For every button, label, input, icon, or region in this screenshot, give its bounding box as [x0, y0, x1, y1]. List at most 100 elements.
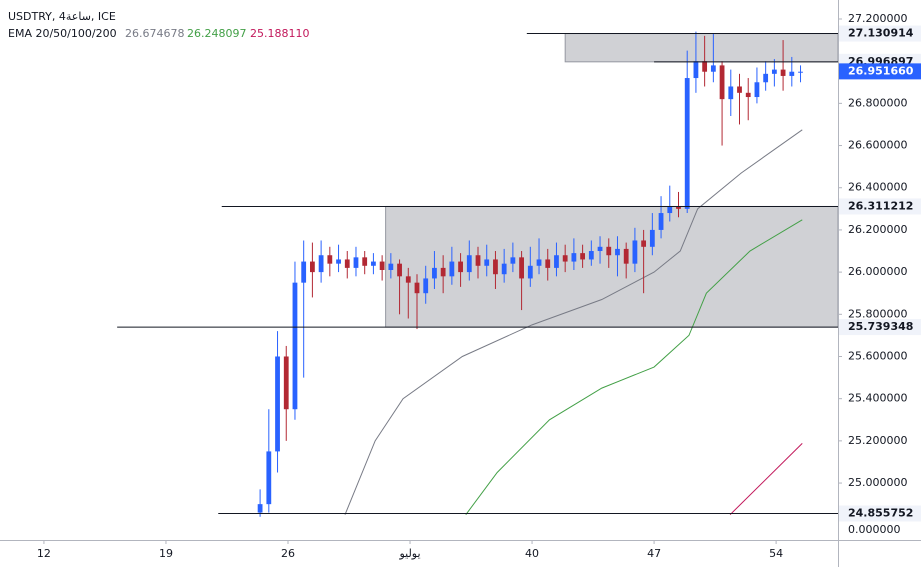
- last-price-box: [839, 63, 921, 80]
- level-label-box: [839, 319, 921, 336]
- candle-body: [440, 267, 446, 277]
- y-tick-label: 25.000000: [848, 476, 908, 489]
- candle-body: [684, 78, 690, 209]
- level-label-box: [839, 198, 921, 215]
- candle-body: [318, 255, 324, 273]
- candle-body: [719, 65, 725, 100]
- ema-value: 26.248097: [187, 27, 247, 40]
- candle-body: [667, 206, 673, 214]
- candle-body: [615, 248, 620, 256]
- x-tick-label: 47: [647, 547, 661, 560]
- candle-body: [763, 73, 769, 83]
- candle-body: [641, 240, 647, 247]
- candle-body: [353, 257, 359, 268]
- candle-body: [493, 259, 498, 275]
- candle-body: [623, 248, 629, 264]
- y-tick-label: 26.200000: [848, 223, 908, 236]
- y-tick-label: 25.800000: [848, 307, 908, 320]
- candle-body: [405, 276, 411, 283]
- candle-body: [397, 263, 402, 277]
- x-tick-label: 54: [769, 547, 783, 560]
- y-tick-label: 25.600000: [848, 349, 908, 362]
- candle-body: [798, 71, 803, 73]
- candle-body: [562, 255, 568, 262]
- ema-value: 25.188110: [250, 27, 310, 40]
- candle-body: [458, 261, 463, 273]
- level-label: 25.739348: [848, 320, 913, 333]
- last-price-label: 26.951660: [848, 64, 914, 77]
- candle-body: [310, 261, 315, 273]
- candle-body: [527, 265, 533, 279]
- indicator-label: EMA 20/50/100/200: [8, 27, 117, 40]
- plot-area: [117, 31, 839, 517]
- candle-body: [536, 259, 542, 266]
- candle-body: [432, 267, 437, 279]
- candle-body: [466, 255, 472, 273]
- zone: [564, 33, 839, 63]
- candle-body: [606, 246, 612, 256]
- candle-body: [554, 255, 559, 268]
- candle-body: [336, 259, 341, 264]
- x-tick-label: 19: [159, 547, 173, 560]
- candle-body: [754, 82, 760, 98]
- candle-body: [379, 261, 385, 270]
- candle-body: [789, 71, 795, 76]
- level-label: 24.855752: [848, 506, 913, 519]
- candle-body: [728, 86, 734, 100]
- candle-body: [301, 261, 307, 283]
- y-tick-label: 26.800000: [848, 96, 908, 109]
- candle-body: [658, 213, 664, 230]
- candle-body: [588, 251, 594, 260]
- candle-body: [292, 282, 298, 410]
- candle-body: [771, 69, 777, 74]
- x-tick-label: 40: [525, 547, 539, 560]
- y-tick-label: 25.200000: [848, 434, 908, 447]
- level-label: 27.130914: [848, 27, 914, 40]
- ema-value: 26.674678: [125, 27, 185, 40]
- x-tick-label: 12: [37, 547, 51, 560]
- candle-body: [545, 259, 551, 268]
- candle-body: [388, 263, 394, 270]
- candle-body: [501, 263, 507, 275]
- candle-body: [780, 69, 786, 76]
- y-tick-label: 26.000000: [848, 265, 908, 278]
- ema-line: [729, 443, 803, 516]
- candle-body: [693, 61, 699, 79]
- candle-body: [702, 61, 708, 72]
- x-tick-label: 26: [281, 547, 295, 560]
- level-label-box: [839, 25, 921, 42]
- candle-body: [423, 278, 429, 294]
- candle-body: [362, 257, 368, 266]
- y-tick-label: 25.400000: [848, 392, 908, 405]
- candle-body: [371, 261, 376, 266]
- y-tick-label: 27.200000: [848, 12, 908, 25]
- candle-body: [745, 92, 751, 98]
- candle-body: [519, 257, 524, 279]
- y-tick-label: 26.600000: [848, 139, 908, 152]
- candle-body: [327, 255, 333, 264]
- candle-body: [344, 259, 350, 268]
- level-label-box: [839, 505, 921, 522]
- candle-body: [597, 246, 603, 252]
- candle-body: [449, 261, 455, 277]
- level-label: 26.311212: [848, 199, 913, 212]
- chart-title: USDTRY, 4ساعة, ICE: [8, 10, 116, 23]
- ema-line: [465, 219, 803, 515]
- candle-body: [414, 282, 420, 294]
- candle-body: [510, 257, 516, 264]
- y-tick-label: 26.400000: [848, 181, 908, 194]
- candle-body: [710, 65, 716, 72]
- candle-body: [571, 253, 577, 262]
- candle-body: [580, 253, 586, 260]
- candle-body: [737, 86, 742, 93]
- candle-body: [649, 229, 655, 247]
- candle-body: [632, 240, 638, 264]
- candle-body: [484, 259, 490, 266]
- x-tick-label: يوليو: [398, 547, 420, 560]
- ema-line: [344, 129, 803, 515]
- candle-body: [283, 356, 289, 410]
- candle-body: [275, 356, 280, 452]
- candle-body: [257, 504, 263, 513]
- candle-body: [266, 451, 272, 505]
